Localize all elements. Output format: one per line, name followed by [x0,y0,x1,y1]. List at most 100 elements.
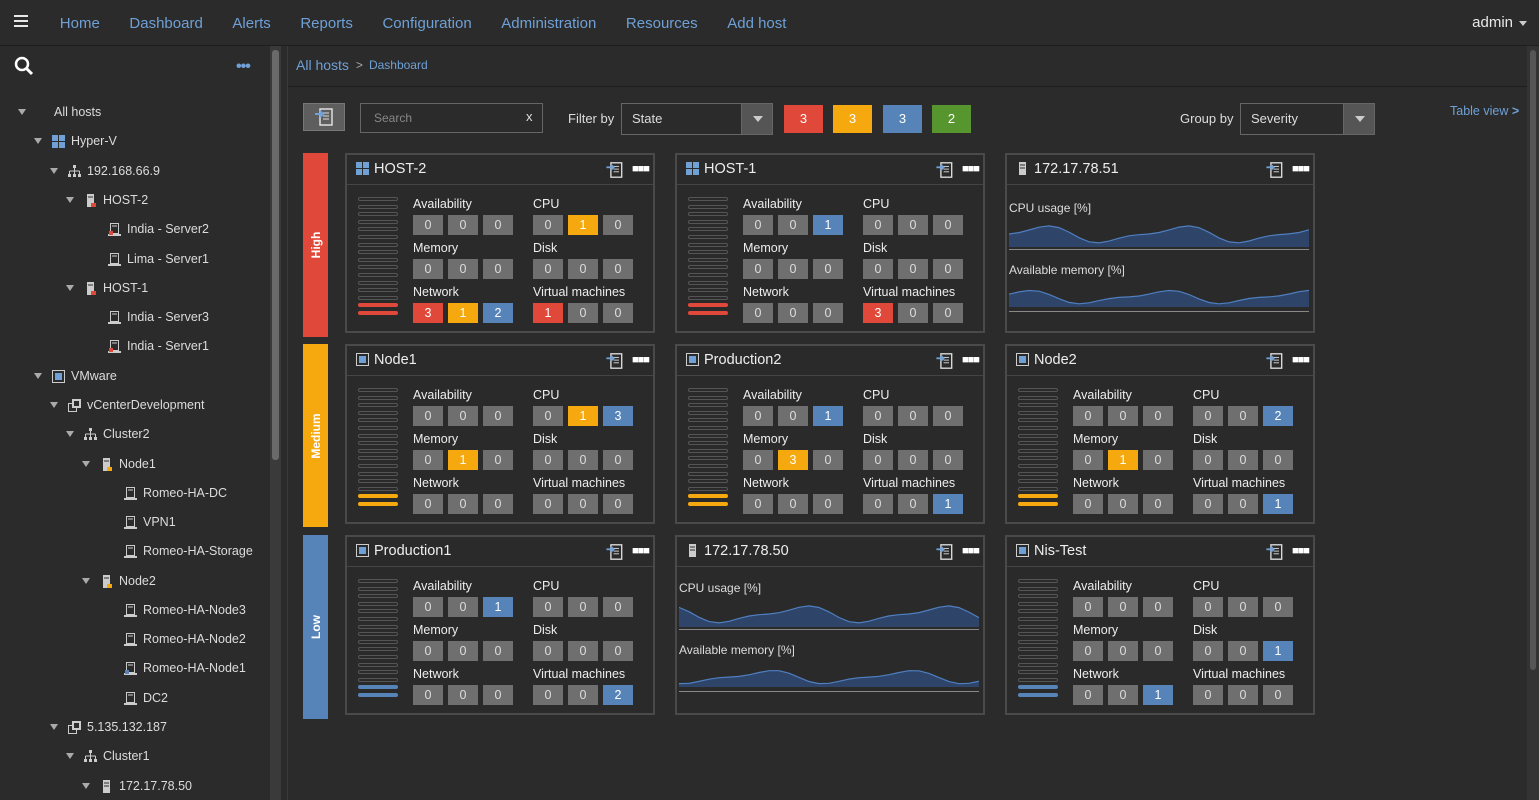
export-icon[interactable] [935,161,954,179]
status-count[interactable]: 3 [778,450,808,470]
status-count[interactable]: 0 [1143,450,1173,470]
status-count[interactable]: 0 [743,406,773,426]
status-count[interactable]: 0 [448,406,478,426]
tree-toggle-icon[interactable] [18,109,26,115]
table-view-link[interactable]: Table view > [1450,104,1519,118]
status-count[interactable]: 0 [1193,494,1223,514]
status-count[interactable]: 1 [813,215,843,235]
export-icon[interactable] [935,352,954,370]
tree-toggle-icon[interactable] [82,783,90,789]
status-count[interactable]: 0 [813,303,843,323]
status-count[interactable]: 0 [898,215,928,235]
hamburger-menu-icon[interactable] [14,15,28,28]
status-count[interactable]: 0 [413,685,443,705]
status-count[interactable]: 0 [1263,450,1293,470]
status-count[interactable]: 0 [933,303,963,323]
status-count[interactable]: 0 [1193,597,1223,617]
status-count[interactable]: 0 [743,215,773,235]
status-count[interactable]: 0 [1073,597,1103,617]
tree-toggle-icon[interactable] [34,373,42,379]
status-count[interactable]: 0 [778,494,808,514]
nav-configuration[interactable]: Configuration [382,14,472,32]
status-count[interactable]: 0 [413,641,443,661]
host-card[interactable]: Node1 ■■■ Availability 0 0 0 CPU 0 1 3 Memory 0 1 0 Di… [345,344,655,524]
status-count[interactable]: 0 [413,406,443,426]
status-count[interactable]: 0 [778,259,808,279]
host-card[interactable]: 172.17.78.51 ■■■ CPU usage [%] Available me… [1005,153,1315,333]
count-ok-button[interactable]: 2 [932,105,971,133]
status-count[interactable]: 0 [568,597,598,617]
tree-toggle-icon[interactable] [50,402,58,408]
main-scroll-thumb[interactable] [1530,50,1536,670]
nav-administration[interactable]: Administration [501,14,597,32]
status-count[interactable]: 0 [448,685,478,705]
status-count[interactable]: 0 [603,259,633,279]
tree-toggle-icon[interactable] [82,578,90,584]
card-title[interactable]: Node1 [374,352,417,368]
nav-alerts[interactable]: Alerts [232,14,271,32]
status-count[interactable]: 0 [1228,685,1258,705]
status-count[interactable]: 0 [1108,641,1138,661]
status-count[interactable]: 1 [933,494,963,514]
status-count[interactable]: 0 [568,303,598,323]
status-count[interactable]: 0 [533,450,563,470]
status-count[interactable]: 0 [743,259,773,279]
status-count[interactable]: 0 [413,259,443,279]
status-count[interactable]: 0 [898,406,928,426]
status-count[interactable]: 0 [533,641,563,661]
status-count[interactable]: 0 [1193,685,1223,705]
status-count[interactable]: 0 [1263,597,1293,617]
status-count[interactable]: 0 [743,450,773,470]
more-options-icon[interactable]: ••• [236,58,251,75]
group-dropdown[interactable]: Severity [1240,103,1375,135]
status-count[interactable]: 0 [448,494,478,514]
nav-dashboard[interactable]: Dashboard [129,14,203,32]
card-title[interactable]: Production2 [704,352,782,368]
status-count[interactable]: 0 [1193,641,1223,661]
status-count[interactable]: 0 [743,494,773,514]
status-count[interactable]: 0 [1073,450,1103,470]
tree-toggle-icon[interactable] [82,461,90,467]
status-count[interactable]: 3 [413,303,443,323]
export-icon[interactable] [605,543,624,561]
export-button[interactable] [303,103,345,131]
status-count[interactable]: 1 [568,215,598,235]
status-count[interactable]: 0 [603,641,633,661]
status-count[interactable]: 0 [1263,685,1293,705]
status-count[interactable]: 0 [413,494,443,514]
host-card[interactable]: Node2 ■■■ Availability 0 0 0 CPU 0 0 2 Memory 0 1 0 Di… [1005,344,1315,524]
status-count[interactable]: 0 [813,494,843,514]
status-count[interactable]: 0 [1193,450,1223,470]
status-count[interactable]: 0 [533,406,563,426]
status-count[interactable]: 0 [933,259,963,279]
card-title[interactable]: HOST-1 [704,161,757,177]
status-count[interactable]: 1 [483,597,513,617]
nav-add-host[interactable]: Add host [727,14,787,32]
nav-resources[interactable]: Resources [625,14,698,32]
status-count[interactable]: 1 [1108,450,1138,470]
export-icon[interactable] [935,543,954,561]
host-card[interactable]: Nis-Test ■■■ Availability 0 0 0 CPU 0 0 0 Memory 0 0… [1005,535,1315,715]
status-count[interactable]: 3 [603,406,633,426]
status-count[interactable]: 0 [448,259,478,279]
status-count[interactable]: 0 [863,494,893,514]
status-count[interactable]: 0 [483,215,513,235]
status-count[interactable]: 0 [533,597,563,617]
card-title[interactable]: 172.17.78.50 [704,543,789,559]
status-count[interactable]: 0 [1228,450,1258,470]
status-count[interactable]: 0 [1193,406,1223,426]
host-card[interactable]: HOST-1 ■■■ Availability 0 0 1 CPU 0 0 0 Memory 0 0 0 D… [675,153,985,333]
status-count[interactable]: 1 [448,450,478,470]
status-count[interactable]: 0 [1073,685,1103,705]
status-count[interactable]: 0 [898,259,928,279]
card-title[interactable]: Nis-Test [1034,543,1087,559]
status-count[interactable]: 0 [483,259,513,279]
status-count[interactable]: 0 [483,685,513,705]
status-count[interactable]: 2 [483,303,513,323]
status-count[interactable]: 0 [603,303,633,323]
status-count[interactable]: 0 [1228,406,1258,426]
host-card[interactable]: HOST-2 ■■■ Availability 0 0 0 CPU 0 1 0 Memory 0 0 0 D… [345,153,655,333]
status-count[interactable]: 0 [568,450,598,470]
card-title[interactable]: Node2 [1034,352,1077,368]
status-count[interactable]: 0 [1073,494,1103,514]
